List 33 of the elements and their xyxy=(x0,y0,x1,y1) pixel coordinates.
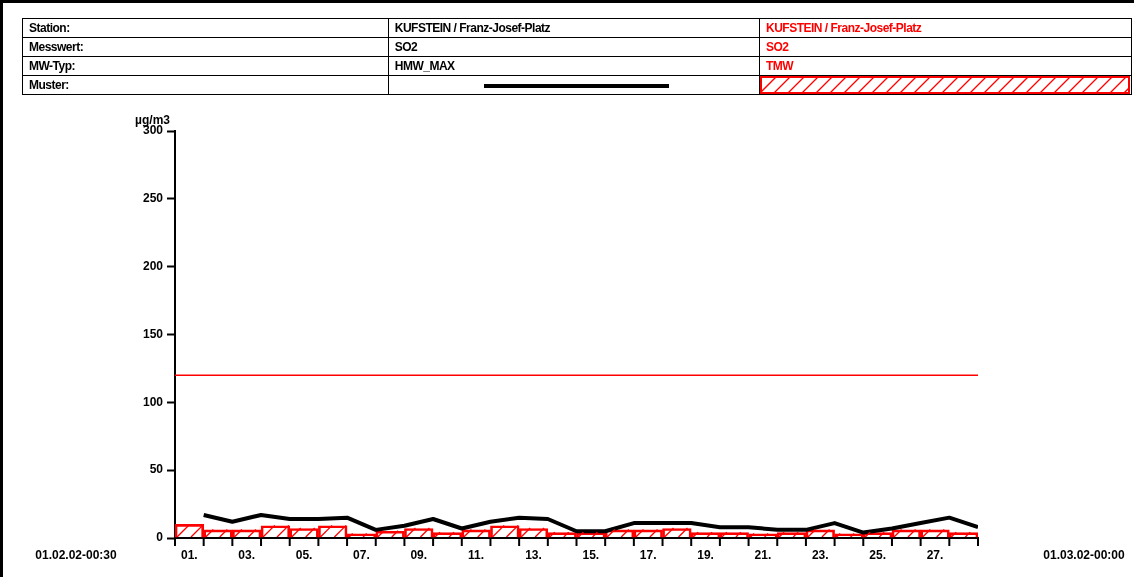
text: Muster: xyxy=(22,75,389,95)
x-tick-label: 21. xyxy=(754,547,772,562)
x-tick-label: 15. xyxy=(582,547,600,562)
y-tick-label: 50 xyxy=(149,462,164,477)
text: 01.03.02-00:00 xyxy=(1043,548,1126,563)
x-tick-label: 05. xyxy=(295,547,313,562)
x-tick-label: 27. xyxy=(926,547,944,562)
x-tick-label: 03. xyxy=(238,547,256,562)
x-tick-label: 11. xyxy=(468,547,485,562)
x-tick-label: 01. xyxy=(181,547,198,562)
x-tick-label: 07. xyxy=(353,547,370,562)
x-tick-label: 09. xyxy=(410,547,428,562)
x-tick-label: 13. xyxy=(525,547,542,562)
x-tick-label: 19. xyxy=(697,547,714,562)
x-tick-label: 25. xyxy=(869,547,886,562)
text: SO2 xyxy=(765,40,789,54)
text: KUFSTEIN / Franz-Josef-Platz xyxy=(388,18,760,38)
text: SO2 xyxy=(388,37,760,57)
text: Station: xyxy=(22,18,389,38)
text: KUFSTEIN / Franz-Josef-Platz xyxy=(765,21,922,35)
y-axis-title: µg/m3 xyxy=(135,113,171,128)
y-tick-label: 150 xyxy=(142,326,164,341)
text: HMW_MAX xyxy=(394,59,455,73)
y-tick-label: 250 xyxy=(142,191,164,206)
text: MW-Typ: xyxy=(22,56,389,76)
text: Messwert: xyxy=(22,37,389,57)
y-tick-label: 200 xyxy=(142,258,164,273)
text: 01.02.02-00:30 xyxy=(35,548,118,563)
text: TMW xyxy=(765,59,794,73)
y-tick-label: 100 xyxy=(142,394,164,409)
x-tick-label: 23. xyxy=(811,547,829,562)
x-tick-label: 17. xyxy=(639,547,657,562)
y-tick-label: 0 xyxy=(156,530,164,545)
